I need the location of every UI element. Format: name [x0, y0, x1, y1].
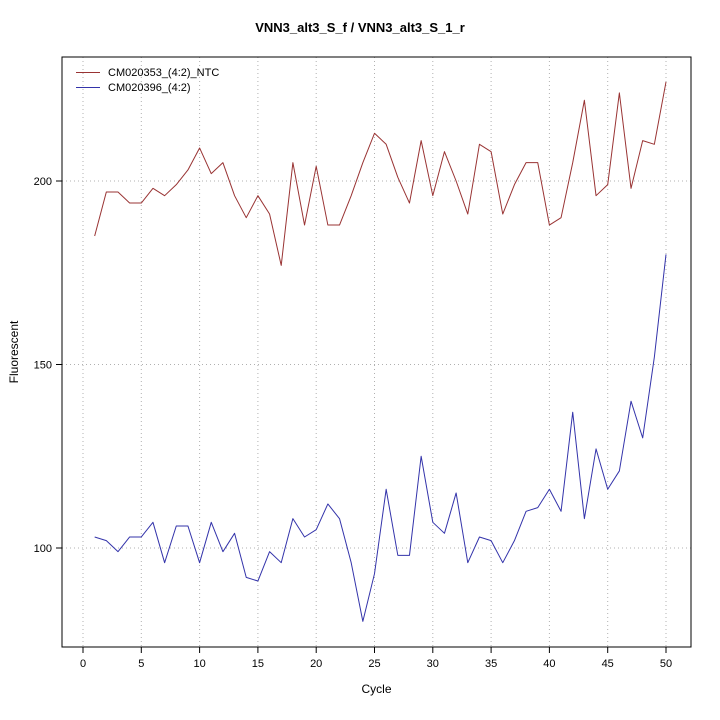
x-tick-label: 45 [602, 658, 614, 670]
legend-label-ntc: CM020353_(4:2)_NTC [108, 66, 220, 79]
x-tick-label: 0 [80, 658, 86, 670]
y-tick-label: 200 [34, 176, 52, 188]
x-tick-label: 30 [427, 658, 439, 670]
legend-label-sample: CM020396_(4:2) [108, 81, 191, 94]
x-tick-label: 40 [543, 658, 555, 670]
x-tick-label: 25 [368, 658, 380, 670]
y-tick-label: 150 [34, 360, 52, 372]
chart-title: VNN3_alt3_S_f / VNN3_alt3_S_1_r [255, 20, 465, 35]
x-tick-label: 50 [660, 658, 672, 670]
legend-line-red [76, 72, 100, 73]
legend: CM020353_(4:2)_NTC CM020396_(4:2) [76, 65, 219, 95]
y-tick-label: 100 [34, 543, 52, 555]
legend-line-blue [76, 87, 100, 88]
x-tick-label: 35 [485, 658, 497, 670]
y-axis-label: Fluorescent [7, 320, 21, 384]
legend-item-sample: CM020396_(4:2) [76, 80, 219, 95]
x-tick-label: 20 [310, 658, 322, 670]
x-tick-label: 10 [193, 658, 205, 670]
x-axis-label: Cycle [361, 682, 392, 696]
legend-item-ntc: CM020353_(4:2)_NTC [76, 65, 219, 80]
plot-border [61, 56, 692, 648]
series-line-sample [94, 254, 667, 622]
series-line-ntc [94, 81, 667, 266]
x-tick-label: 5 [138, 658, 144, 670]
x-tick-label: 15 [252, 658, 264, 670]
